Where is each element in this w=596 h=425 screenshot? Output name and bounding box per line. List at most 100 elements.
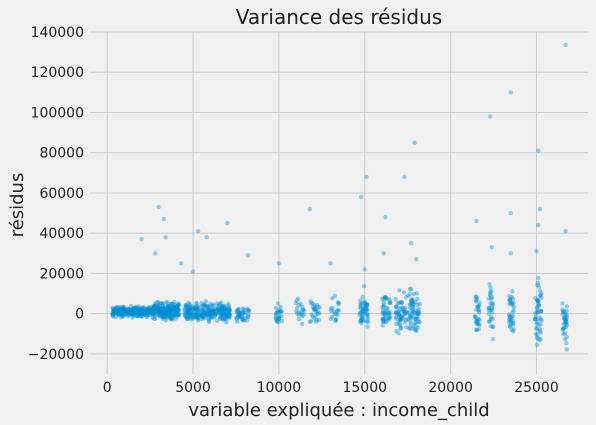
scatter-point [168, 316, 174, 322]
scatter-point [489, 303, 495, 308]
scatter-point [128, 309, 134, 314]
scatter-point [473, 315, 479, 320]
scatter-point [315, 309, 320, 314]
scatter-point [124, 311, 129, 317]
scatter-point [217, 307, 222, 313]
scatter-point [125, 312, 130, 318]
scatter-point [163, 312, 168, 317]
scatter-point [382, 295, 388, 300]
scatter-point [193, 306, 198, 312]
scatter-point [207, 311, 213, 317]
scatter-point [135, 313, 140, 318]
scatter-point [173, 305, 179, 310]
scatter-point [205, 310, 210, 315]
scatter-point [172, 308, 177, 314]
scatter-point [195, 314, 200, 319]
scatter-point [204, 312, 210, 318]
scatter-point [273, 317, 279, 322]
scatter-point [294, 305, 300, 311]
scatter-point [129, 309, 134, 315]
scatter-point [126, 309, 132, 314]
scatter-point [218, 312, 223, 318]
scatter-point [411, 308, 416, 314]
scatter-point [394, 310, 399, 316]
scatter-point [159, 313, 164, 318]
scatter-point [159, 308, 164, 313]
scatter-point [146, 310, 151, 315]
scatter-point [133, 309, 138, 314]
scatter-point [140, 305, 145, 311]
scatter-point [539, 309, 544, 314]
scatter-point [151, 309, 157, 315]
scatter-point [397, 317, 403, 323]
scatter-point [332, 311, 338, 316]
scatter-point [183, 314, 189, 320]
scatter-point [130, 306, 135, 311]
scatter-point [154, 306, 159, 311]
scatter-point [153, 305, 158, 311]
scatter-point [152, 307, 158, 313]
scatter-point [152, 316, 158, 321]
scatter-point [223, 305, 228, 311]
scatter-point [333, 311, 339, 317]
scatter-point [405, 316, 411, 322]
scatter-point [151, 306, 156, 311]
scatter-point [138, 313, 144, 318]
scatter-point [563, 228, 568, 234]
scatter-point [158, 310, 164, 316]
scatter-point [564, 304, 570, 309]
scatter-point [508, 314, 513, 319]
scatter-point [144, 310, 149, 316]
scatter-point [296, 316, 302, 322]
scatter-point [135, 307, 140, 312]
scatter-point [220, 313, 226, 319]
scatter-point [245, 253, 251, 258]
scatter-point [151, 307, 157, 312]
scatter-point [207, 309, 212, 314]
scatter-point [161, 308, 167, 313]
scatter-point [563, 324, 569, 330]
scatter-point [116, 310, 122, 316]
scatter-point [136, 307, 142, 313]
scatter-point [395, 311, 401, 316]
scatter-point [119, 310, 124, 315]
scatter-point [300, 304, 305, 310]
scatter-point [361, 311, 366, 316]
scatter-point [313, 313, 318, 318]
scatter-point [227, 307, 232, 313]
scatter-point [386, 316, 392, 321]
scatter-point [194, 306, 199, 312]
scatter-point [246, 314, 251, 319]
scatter-point [201, 316, 206, 321]
scatter-point [276, 320, 281, 325]
scatter-point [224, 314, 229, 319]
scatter-point [361, 305, 366, 311]
scatter-point [136, 309, 142, 315]
scatter-point [490, 324, 496, 330]
scatter-point [193, 310, 199, 315]
scatter-point [136, 304, 142, 309]
scatter-point [360, 316, 365, 321]
scatter-point [294, 298, 299, 303]
scatter-point [121, 311, 126, 316]
scatter-point [194, 304, 200, 309]
scatter-point [299, 312, 304, 317]
scatter-point [195, 318, 201, 323]
scatter-point [274, 310, 279, 316]
scatter-point [161, 311, 166, 317]
scatter-point [131, 310, 137, 316]
scatter-point [235, 307, 241, 312]
scatter-point [387, 297, 392, 302]
scatter-point [361, 309, 367, 314]
scatter-point [225, 308, 230, 314]
scatter-point [176, 303, 182, 308]
scatter-point [210, 302, 216, 307]
scatter-point [302, 308, 307, 313]
scatter-point [221, 308, 227, 313]
scatter-point [222, 314, 228, 319]
scatter-point [140, 309, 145, 314]
scatter-point [126, 306, 131, 312]
scatter-point [114, 306, 119, 312]
scatter-point [117, 307, 122, 313]
scatter-point [380, 308, 386, 313]
